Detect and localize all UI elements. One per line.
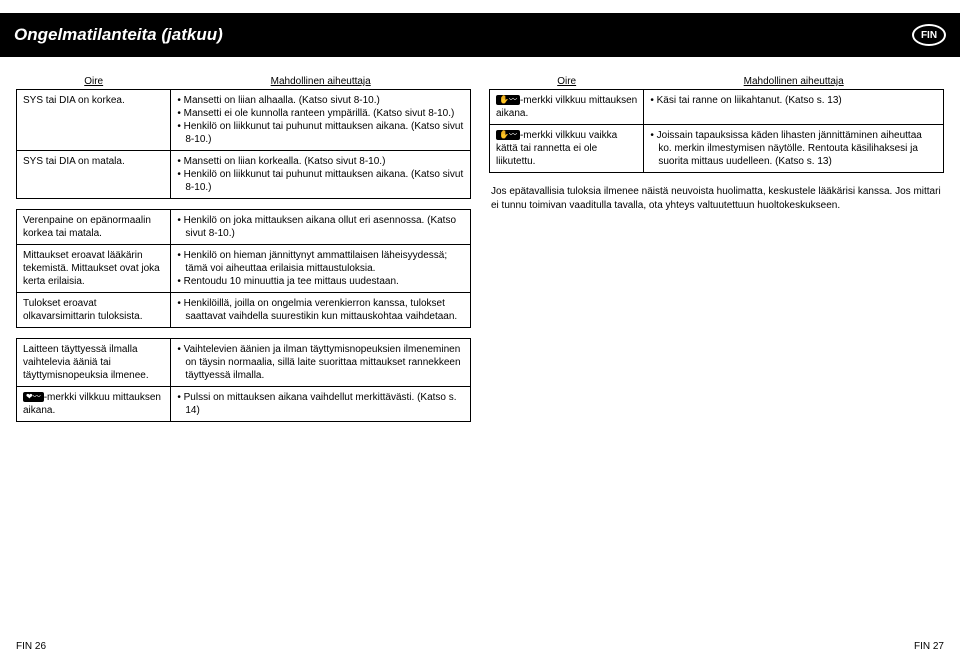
trouble-table-3: Laitteen täyttyessä ilmalla vaihtelevia … (16, 338, 471, 422)
symptom-text: -merkki vilkkuu mittauksen aikana. (23, 392, 161, 416)
cause-cell: Henkilöillä, joilla on ongelmia verenkie… (171, 293, 471, 328)
cause-item: Mansetti on liian korkealla. (Katso sivu… (177, 155, 464, 168)
cause-cell: Joissain tapauksissa käden lihasten jänn… (644, 125, 944, 173)
cause-item: Joissain tapauksissa käden lihasten jänn… (650, 129, 937, 168)
page-title: Ongelmatilanteita (jatkuu) (14, 25, 223, 45)
cause-item: Pulssi on mittauksen aikana vaihdellut m… (177, 391, 464, 417)
page-number-right: FIN 27 (914, 641, 944, 652)
page-header: Ongelmatilanteita (jatkuu) FIN (0, 10, 960, 60)
symptom-cell: ✋〰-merkki vilkkuu mittauksen aikana. (490, 90, 644, 125)
cause-item: Mansetti on liian alhaalla. (Katso sivut… (177, 94, 464, 107)
col-header-oire: Oire (17, 74, 171, 90)
cause-cell: Vaihtelevien äänien ja ilman täyttymisno… (171, 339, 471, 387)
left-column: Oire Mahdollinen aiheuttaja SYS tai DIA … (16, 74, 471, 432)
trouble-table-1: Oire Mahdollinen aiheuttaja SYS tai DIA … (16, 74, 471, 199)
cause-item: Henkilö on hieman jännittynyt ammattilai… (177, 249, 464, 275)
trouble-table-2: Verenpaine on epänormaalin korkea tai ma… (16, 209, 471, 328)
symptom-cell: SYS tai DIA on korkea. (17, 90, 171, 151)
cause-item: Henkilö on joka mittauksen aikana ollut … (177, 214, 464, 240)
cause-item: Käsi tai ranne on liikahtanut. (Katso s.… (650, 94, 937, 107)
language-badge: FIN (912, 24, 946, 46)
cause-item: Henkilö on liikkunut tai puhunut mittauk… (177, 168, 464, 194)
cause-item: Vaihtelevien äänien ja ilman täyttymisno… (177, 343, 464, 382)
symptom-cell: Mittaukset eroavat lääkärin tekemistä. M… (17, 245, 171, 293)
advice-text: Jos epätavallisia tuloksia ilmenee näist… (489, 183, 944, 212)
symptom-cell: SYS tai DIA on matala. (17, 151, 171, 199)
col-header-cause: Mahdollinen aiheuttaja (171, 74, 471, 90)
cause-cell: Käsi tai ranne on liikahtanut. (Katso s.… (644, 90, 944, 125)
hand-motion-icon: ✋〰 (496, 130, 520, 140)
cause-cell: Henkilö on hieman jännittynyt ammattilai… (171, 245, 471, 293)
trouble-table-4: Oire Mahdollinen aiheuttaja ✋〰-merkki vi… (489, 74, 944, 173)
cause-item: Henkilöillä, joilla on ongelmia verenkie… (177, 297, 464, 323)
cause-cell: Mansetti on liian korkealla. (Katso sivu… (171, 151, 471, 199)
cause-item: Mansetti ei ole kunnolla ranteen ympäril… (177, 107, 464, 120)
symptom-cell: ❤︎〰-merkki vilkkuu mittauksen aikana. (17, 387, 171, 422)
cause-cell: Pulssi on mittauksen aikana vaihdellut m… (171, 387, 471, 422)
right-column: Oire Mahdollinen aiheuttaja ✋〰-merkki vi… (489, 74, 944, 432)
cause-item: Henkilö on liikkunut tai puhunut mittauk… (177, 120, 464, 146)
cause-item: Rentoudu 10 minuuttia ja tee mittaus uud… (177, 275, 464, 288)
heartbeat-icon: ❤︎〰 (23, 392, 44, 402)
hand-motion-icon: ✋〰 (496, 95, 520, 105)
page-footer: FIN 26 FIN 27 (0, 641, 960, 652)
symptom-cell: Laitteen täyttyessä ilmalla vaihtelevia … (17, 339, 171, 387)
symptom-cell: ✋〰-merkki vilkkuu vaikka kättä tai ranne… (490, 125, 644, 173)
col-header-oire: Oire (490, 74, 644, 90)
symptom-cell: Verenpaine on epänormaalin korkea tai ma… (17, 210, 171, 245)
symptom-cell: Tulokset eroavat olkavarsimittarin tulok… (17, 293, 171, 328)
content-area: Oire Mahdollinen aiheuttaja SYS tai DIA … (0, 60, 960, 432)
col-header-cause: Mahdollinen aiheuttaja (644, 74, 944, 90)
page-number-left: FIN 26 (16, 641, 46, 652)
cause-cell: Henkilö on joka mittauksen aikana ollut … (171, 210, 471, 245)
cause-cell: Mansetti on liian alhaalla. (Katso sivut… (171, 90, 471, 151)
